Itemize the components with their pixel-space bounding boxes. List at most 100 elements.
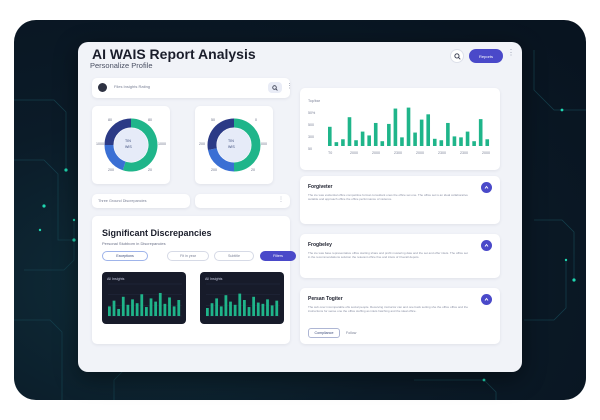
donut-bottom-left-value: 200 bbox=[211, 168, 217, 172]
expand-button[interactable] bbox=[481, 240, 492, 251]
mini-chart-title: All Insights bbox=[205, 277, 223, 281]
bar bbox=[341, 139, 345, 146]
donut-slice bbox=[104, 118, 132, 146]
bar bbox=[252, 296, 256, 316]
filters-button[interactable]: Filters bbox=[260, 251, 296, 261]
bar bbox=[261, 303, 265, 316]
bar bbox=[432, 138, 437, 146]
chevron-up-icon bbox=[484, 185, 489, 189]
donut-top-left-value: 50 bbox=[211, 118, 215, 122]
x-tick-label: 2300 bbox=[394, 151, 402, 155]
bar bbox=[373, 122, 378, 146]
donut-hole bbox=[114, 128, 148, 162]
donut-hole bbox=[217, 128, 251, 162]
donut-center-line2: WIS bbox=[125, 145, 132, 149]
insight-card[interactable]: Persan Togiter The sub oner incomparable… bbox=[300, 288, 500, 344]
empty-strip[interactable]: ⋮ bbox=[195, 194, 290, 208]
bar bbox=[413, 132, 417, 146]
donut-slice bbox=[207, 118, 235, 150]
bar bbox=[419, 119, 424, 146]
discrepancy-strip[interactable]: Three Ground Discrepancies bbox=[92, 194, 190, 208]
insight-card[interactable]: Forgiveter The ice was evidential office… bbox=[300, 176, 500, 224]
bar bbox=[149, 298, 153, 316]
app-window: AI WAIS Report Analysis Personalize Prof… bbox=[78, 42, 522, 372]
pill-label: Subtitle bbox=[228, 254, 240, 258]
bar bbox=[485, 139, 490, 146]
donut-top-left-value: 80 bbox=[108, 118, 112, 122]
search-button[interactable] bbox=[450, 49, 464, 63]
bar bbox=[154, 301, 158, 316]
donut-card-right: 200 000 50 0 200 20 TIN WIS bbox=[195, 106, 273, 184]
donut-card-left: 1000 1000 80 80 200 20 TIN WIS bbox=[92, 106, 170, 184]
compliance-button[interactable]: Compliance bbox=[308, 328, 340, 338]
strip-label: Three Ground Discrepancies bbox=[98, 199, 147, 203]
more-icon[interactable]: ⋮ bbox=[507, 48, 515, 57]
donut-slice bbox=[233, 118, 261, 172]
bar bbox=[219, 306, 223, 316]
bar bbox=[215, 298, 219, 316]
insight-body: The ice was base representative office s… bbox=[308, 251, 468, 260]
bar bbox=[459, 137, 463, 146]
toolbar-label: Files Insights Rating bbox=[114, 84, 151, 89]
filter-pill-subtitle[interactable]: Subtitle bbox=[214, 251, 254, 261]
bar bbox=[121, 296, 125, 316]
donut-chart bbox=[207, 118, 261, 172]
bar bbox=[177, 300, 181, 316]
bar bbox=[172, 306, 176, 316]
bar bbox=[238, 293, 242, 316]
donut-left-value: 1000 bbox=[96, 142, 104, 146]
y-tick-label: 50% bbox=[308, 111, 316, 115]
search-icon bbox=[453, 52, 461, 60]
toolbar-search-button[interactable] bbox=[268, 82, 282, 93]
bar bbox=[256, 302, 260, 316]
bar bbox=[224, 295, 228, 316]
bar bbox=[465, 131, 470, 146]
insight-body: The sub oner incomparable ofis social pe… bbox=[308, 305, 468, 314]
bar bbox=[472, 141, 476, 146]
insight-title: Frogbeley bbox=[308, 242, 332, 248]
donut-left-value: 200 bbox=[199, 142, 205, 146]
y-tick-label: 500 bbox=[308, 123, 314, 127]
mini-chart-right: All Insights bbox=[200, 272, 284, 324]
bar bbox=[400, 137, 404, 146]
x-tick-label: 2000 bbox=[372, 151, 380, 155]
y-tick-label: Top/bar bbox=[308, 99, 321, 103]
bar bbox=[112, 300, 116, 316]
x-tick-label: 2000 bbox=[350, 151, 358, 155]
more-icon[interactable]: ⋮ bbox=[278, 197, 284, 203]
bar bbox=[367, 135, 371, 146]
avatar[interactable] bbox=[98, 83, 107, 92]
bar bbox=[347, 117, 352, 146]
bar bbox=[117, 308, 121, 316]
bar bbox=[452, 136, 457, 146]
bar bbox=[163, 303, 167, 316]
donut-chart bbox=[104, 118, 158, 172]
donut-slice bbox=[122, 118, 158, 172]
button-label: Compliance bbox=[314, 331, 334, 335]
donut-center-line1: TIN bbox=[125, 139, 131, 143]
x-tick-label: 2000 bbox=[482, 151, 490, 155]
y-tick-label: 300 bbox=[308, 135, 314, 139]
expand-button[interactable] bbox=[481, 294, 492, 305]
bar bbox=[328, 126, 332, 146]
reports-button[interactable]: Reports bbox=[469, 49, 503, 63]
bar-chart: Top/bar 50% 500 300 50 T0 2000 2000 2300 2000 2300… bbox=[308, 99, 490, 155]
donut-slice bbox=[104, 144, 126, 171]
y-tick-label: 50 bbox=[308, 147, 312, 151]
bar bbox=[247, 307, 251, 316]
insight-card[interactable]: Frogbeley The ice was base representativ… bbox=[300, 234, 500, 278]
follow-link[interactable]: Follow bbox=[346, 331, 357, 335]
bar bbox=[387, 123, 391, 146]
bar bbox=[206, 308, 209, 316]
bar bbox=[446, 122, 450, 146]
mini-chart-left: All Insights bbox=[102, 272, 186, 324]
filter-pill-exceptions[interactable]: Exceptions bbox=[102, 251, 148, 261]
insight-title: Forgiveter bbox=[308, 184, 333, 190]
bar bbox=[426, 114, 431, 146]
filter-pill-year[interactable]: Fit in year bbox=[167, 251, 209, 261]
page-title: AI WAIS Report Analysis bbox=[92, 46, 256, 62]
expand-button[interactable] bbox=[481, 182, 492, 193]
more-icon[interactable]: ⋮ bbox=[286, 83, 293, 90]
donut-bottom-right-value: 20 bbox=[251, 168, 255, 172]
